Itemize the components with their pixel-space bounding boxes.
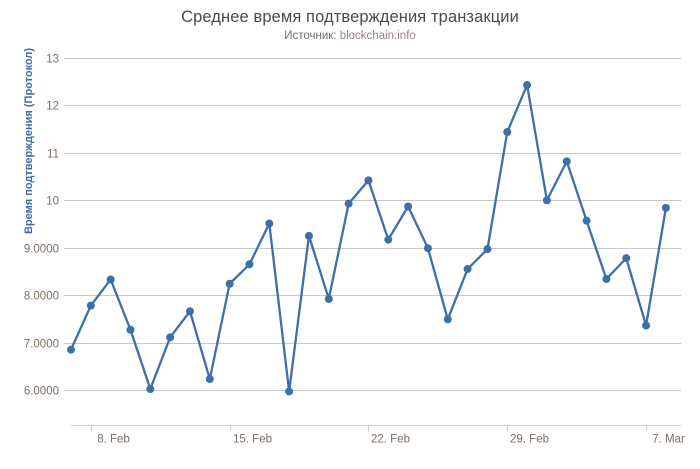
y-tick-label: 9.0000 — [24, 244, 59, 256]
series-data-point — [106, 275, 115, 284]
series-data-point — [265, 219, 274, 228]
series-data-point — [67, 345, 75, 354]
series-data-point — [602, 275, 611, 284]
series-data-point — [304, 231, 313, 240]
series-data-point — [146, 385, 155, 394]
series-data-point — [523, 81, 532, 90]
chart-subtitle-prefix: Источник: — [284, 30, 340, 42]
y-gridlines — [64, 58, 681, 391]
series-data-point — [185, 307, 194, 316]
data-series-points — [67, 81, 670, 396]
series-data-point — [542, 196, 551, 205]
series-data-point — [86, 301, 95, 310]
series-data-point — [463, 265, 472, 274]
series-data-point — [384, 235, 393, 244]
x-tick-label: 22. Feb — [371, 434, 410, 446]
chart-subtitle: Источник: blockchain.info — [0, 30, 700, 42]
series-data-point — [285, 387, 294, 396]
series-data-point — [245, 260, 254, 269]
series-data-point — [166, 333, 175, 342]
y-tick-label: 13 — [46, 54, 59, 66]
series-data-point — [642, 321, 651, 330]
chart-title: Среднее время подтверждения транзакции — [181, 8, 519, 26]
x-axis-line-group — [71, 424, 681, 432]
series-data-point — [205, 375, 214, 384]
y-axis-tick-labels: 13 12 11 10 9.0000 8.0000 7.0000 6.0000 — [24, 54, 59, 398]
x-tick-label: 15. Feb — [233, 434, 272, 446]
series-data-point — [503, 127, 512, 136]
series-data-point — [364, 176, 373, 185]
x-tick-label: 29. Feb — [510, 434, 549, 446]
series-data-point — [404, 202, 413, 211]
series-line — [69, 83, 668, 393]
series-data-point — [582, 216, 591, 225]
y-tick-label: 6.0000 — [24, 386, 59, 398]
x-tick-label: 8. Feb — [97, 434, 130, 446]
series-data-point — [423, 244, 432, 253]
chart-source-link[interactable]: blockchain.info — [339, 30, 416, 42]
series-data-point — [324, 294, 333, 303]
series-data-point — [661, 203, 670, 212]
y-tick-label: 10 — [46, 196, 59, 208]
series-data-point — [562, 157, 571, 166]
series-data-point — [126, 325, 135, 334]
y-tick-label: 11 — [47, 149, 59, 161]
series-data-point — [483, 245, 492, 254]
series-data-point — [443, 315, 452, 324]
x-axis-tick-labels: 8. Feb 15. Feb 22. Feb 29. Feb 7. Mar — [97, 434, 685, 446]
series-data-point — [225, 279, 234, 288]
x-tick-label: 7. Mar — [652, 434, 685, 446]
series-data-point — [344, 199, 353, 208]
y-tick-label: 8.0000 — [24, 291, 59, 303]
series-data-point — [622, 254, 631, 263]
data-series-line — [69, 83, 668, 393]
y-tick-label: 7.0000 — [24, 339, 59, 351]
y-tick-label: 12 — [46, 101, 59, 113]
